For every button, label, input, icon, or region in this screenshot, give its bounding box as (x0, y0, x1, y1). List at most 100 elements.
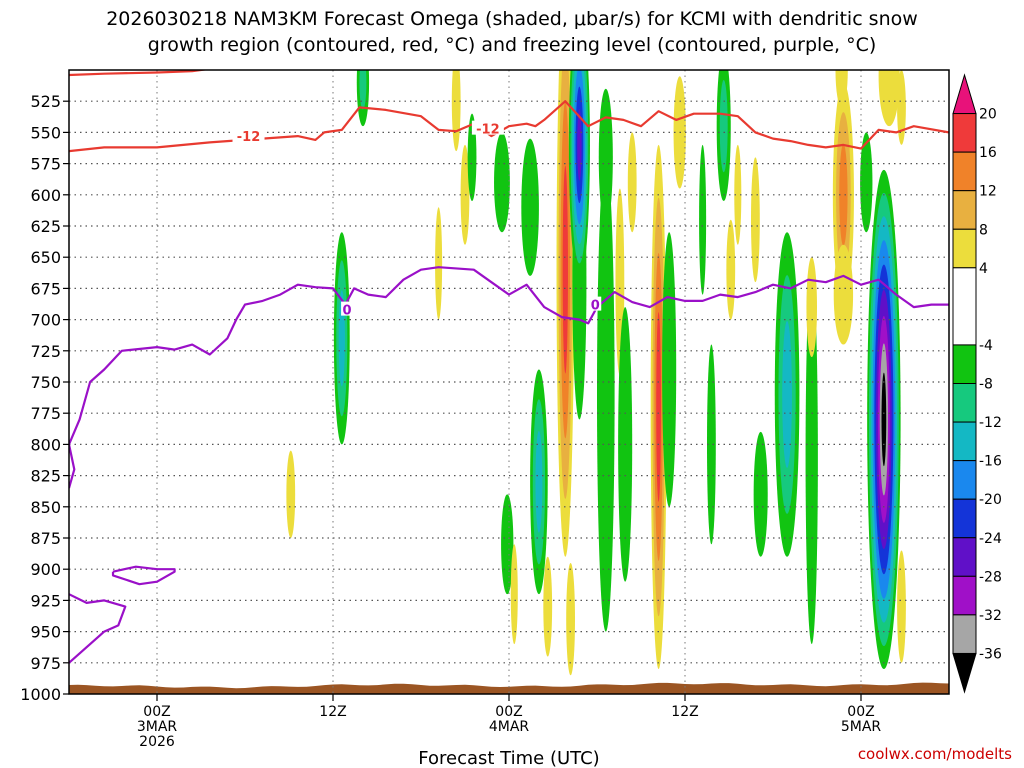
y-axis: 525 550 575 600 625 650 675 700 725 750 775 800 825 8… (20, 92, 69, 704)
omega-feature (356, 70, 370, 127)
y-tick-label: 775 (30, 404, 61, 423)
omega-feature (832, 82, 854, 308)
y-tick-label: 825 (30, 467, 61, 486)
omega-feature (521, 138, 539, 276)
omega-feature (597, 157, 615, 632)
dgz-contour-label: -12 (476, 123, 500, 138)
chart-title-line-2: growth region (contoured, red, °C) and f… (148, 34, 877, 56)
omega-level--6 (699, 144, 707, 295)
omega-feature (878, 70, 900, 127)
omega-feature (753, 431, 768, 557)
colorbar-band (952, 267, 977, 346)
terrain-fill (69, 682, 949, 694)
y-tick-label: 925 (30, 591, 61, 610)
freezing-contour-line (69, 444, 76, 489)
omega-feature (494, 132, 510, 233)
omega-level--6 (707, 344, 716, 545)
colorbar-label: 4 (979, 261, 988, 277)
omega-level--38 (881, 372, 887, 467)
omega-feature (451, 70, 461, 152)
omega-level-6 (627, 132, 637, 233)
colorbar-label: -32 (979, 608, 1002, 624)
omega-feature (286, 450, 296, 538)
colorbar-band (952, 460, 977, 500)
colorbar-band (952, 498, 977, 539)
colorbar-label: 12 (979, 184, 997, 200)
x-tick-label: 00Z (495, 704, 522, 720)
x-axis-title: Forecast Time (UTC) (418, 748, 599, 768)
x-tick-label: 5MAR (841, 719, 882, 735)
terrain-surface (69, 682, 949, 694)
omega-feature (774, 232, 800, 557)
omega-level-18 (656, 312, 661, 502)
omega-level--26 (577, 108, 582, 181)
omega-feature (806, 257, 817, 358)
omega-level-6 (451, 70, 461, 152)
colorbar-band (952, 421, 977, 462)
omega-level-6 (833, 244, 854, 345)
colorbar-label: -12 (979, 415, 1002, 431)
colorbar-band (952, 190, 977, 230)
colorbar-label: -8 (979, 377, 993, 393)
dgz-contour-line (69, 100, 949, 153)
omega-level--14 (782, 320, 792, 468)
y-tick-label: 900 (30, 560, 61, 579)
omega-feature (707, 344, 716, 545)
colorbar-label: -4 (979, 338, 993, 354)
omega-level--6 (860, 132, 873, 233)
chart-title-line-1: 2026030218 NAM3KM Forecast Omega (shaded… (106, 8, 918, 30)
omega-level-18 (562, 165, 568, 374)
y-tick-label: 625 (30, 217, 61, 236)
y-tick-label: 600 (30, 186, 61, 205)
omega-feature (510, 544, 518, 645)
omega-level-6 (806, 257, 817, 358)
omega-feature (467, 113, 477, 202)
omega-level-6 (897, 70, 906, 145)
colorbar-label: -28 (979, 569, 1002, 585)
omega-feature (333, 232, 350, 445)
omega-level--10 (719, 80, 728, 173)
y-tick-label: 1000 (20, 685, 61, 704)
x-tick-label: 12Z (671, 704, 698, 720)
colorbar-band (952, 537, 977, 577)
colorbar: 20 16 12 8 4 -4 -8 -12 -16 -20 -24 -28 -32 -36 (952, 73, 1002, 694)
x-tick-label: 12Z (319, 704, 346, 720)
omega-level-6 (566, 562, 575, 676)
omega-level--6 (662, 232, 677, 507)
colorbar-band (952, 614, 977, 654)
omega-level-14 (839, 143, 848, 246)
omega-level--6 (805, 269, 818, 645)
omega-level--6 (521, 138, 539, 276)
omega-level--14 (535, 430, 543, 533)
colorbar-label: 16 (979, 145, 997, 161)
colorbar-band (952, 151, 977, 192)
y-tick-label: 650 (30, 248, 61, 267)
credit-text: coolwx.com/modelts (858, 745, 1012, 763)
contour-label-bg (589, 296, 602, 311)
y-tick-label: 525 (30, 92, 61, 111)
y-tick-label: 575 (30, 155, 61, 174)
omega-feature (833, 244, 854, 345)
omega-feature (530, 369, 548, 595)
colorbar-band (952, 575, 977, 616)
omega-feature (662, 232, 677, 507)
freezing-contour-label: 0 (343, 304, 352, 319)
omega-level--6 (597, 157, 615, 632)
omega-feature (805, 269, 818, 645)
omega-feature (650, 144, 667, 670)
colorbar-band (952, 344, 977, 384)
colorbar-label: -20 (979, 492, 1002, 508)
omega-level--10 (359, 70, 367, 110)
omega-feature (699, 144, 707, 295)
y-tick-label: 675 (30, 279, 61, 298)
y-tick-label: 800 (30, 435, 61, 454)
omega-level--6 (753, 431, 768, 557)
y-tick-label: 850 (30, 498, 61, 517)
colorbar-label: -24 (979, 531, 1002, 547)
omega-feature (897, 550, 906, 663)
omega-feature (726, 219, 736, 320)
omega-feature (751, 157, 760, 283)
omega-level-6 (543, 556, 553, 657)
